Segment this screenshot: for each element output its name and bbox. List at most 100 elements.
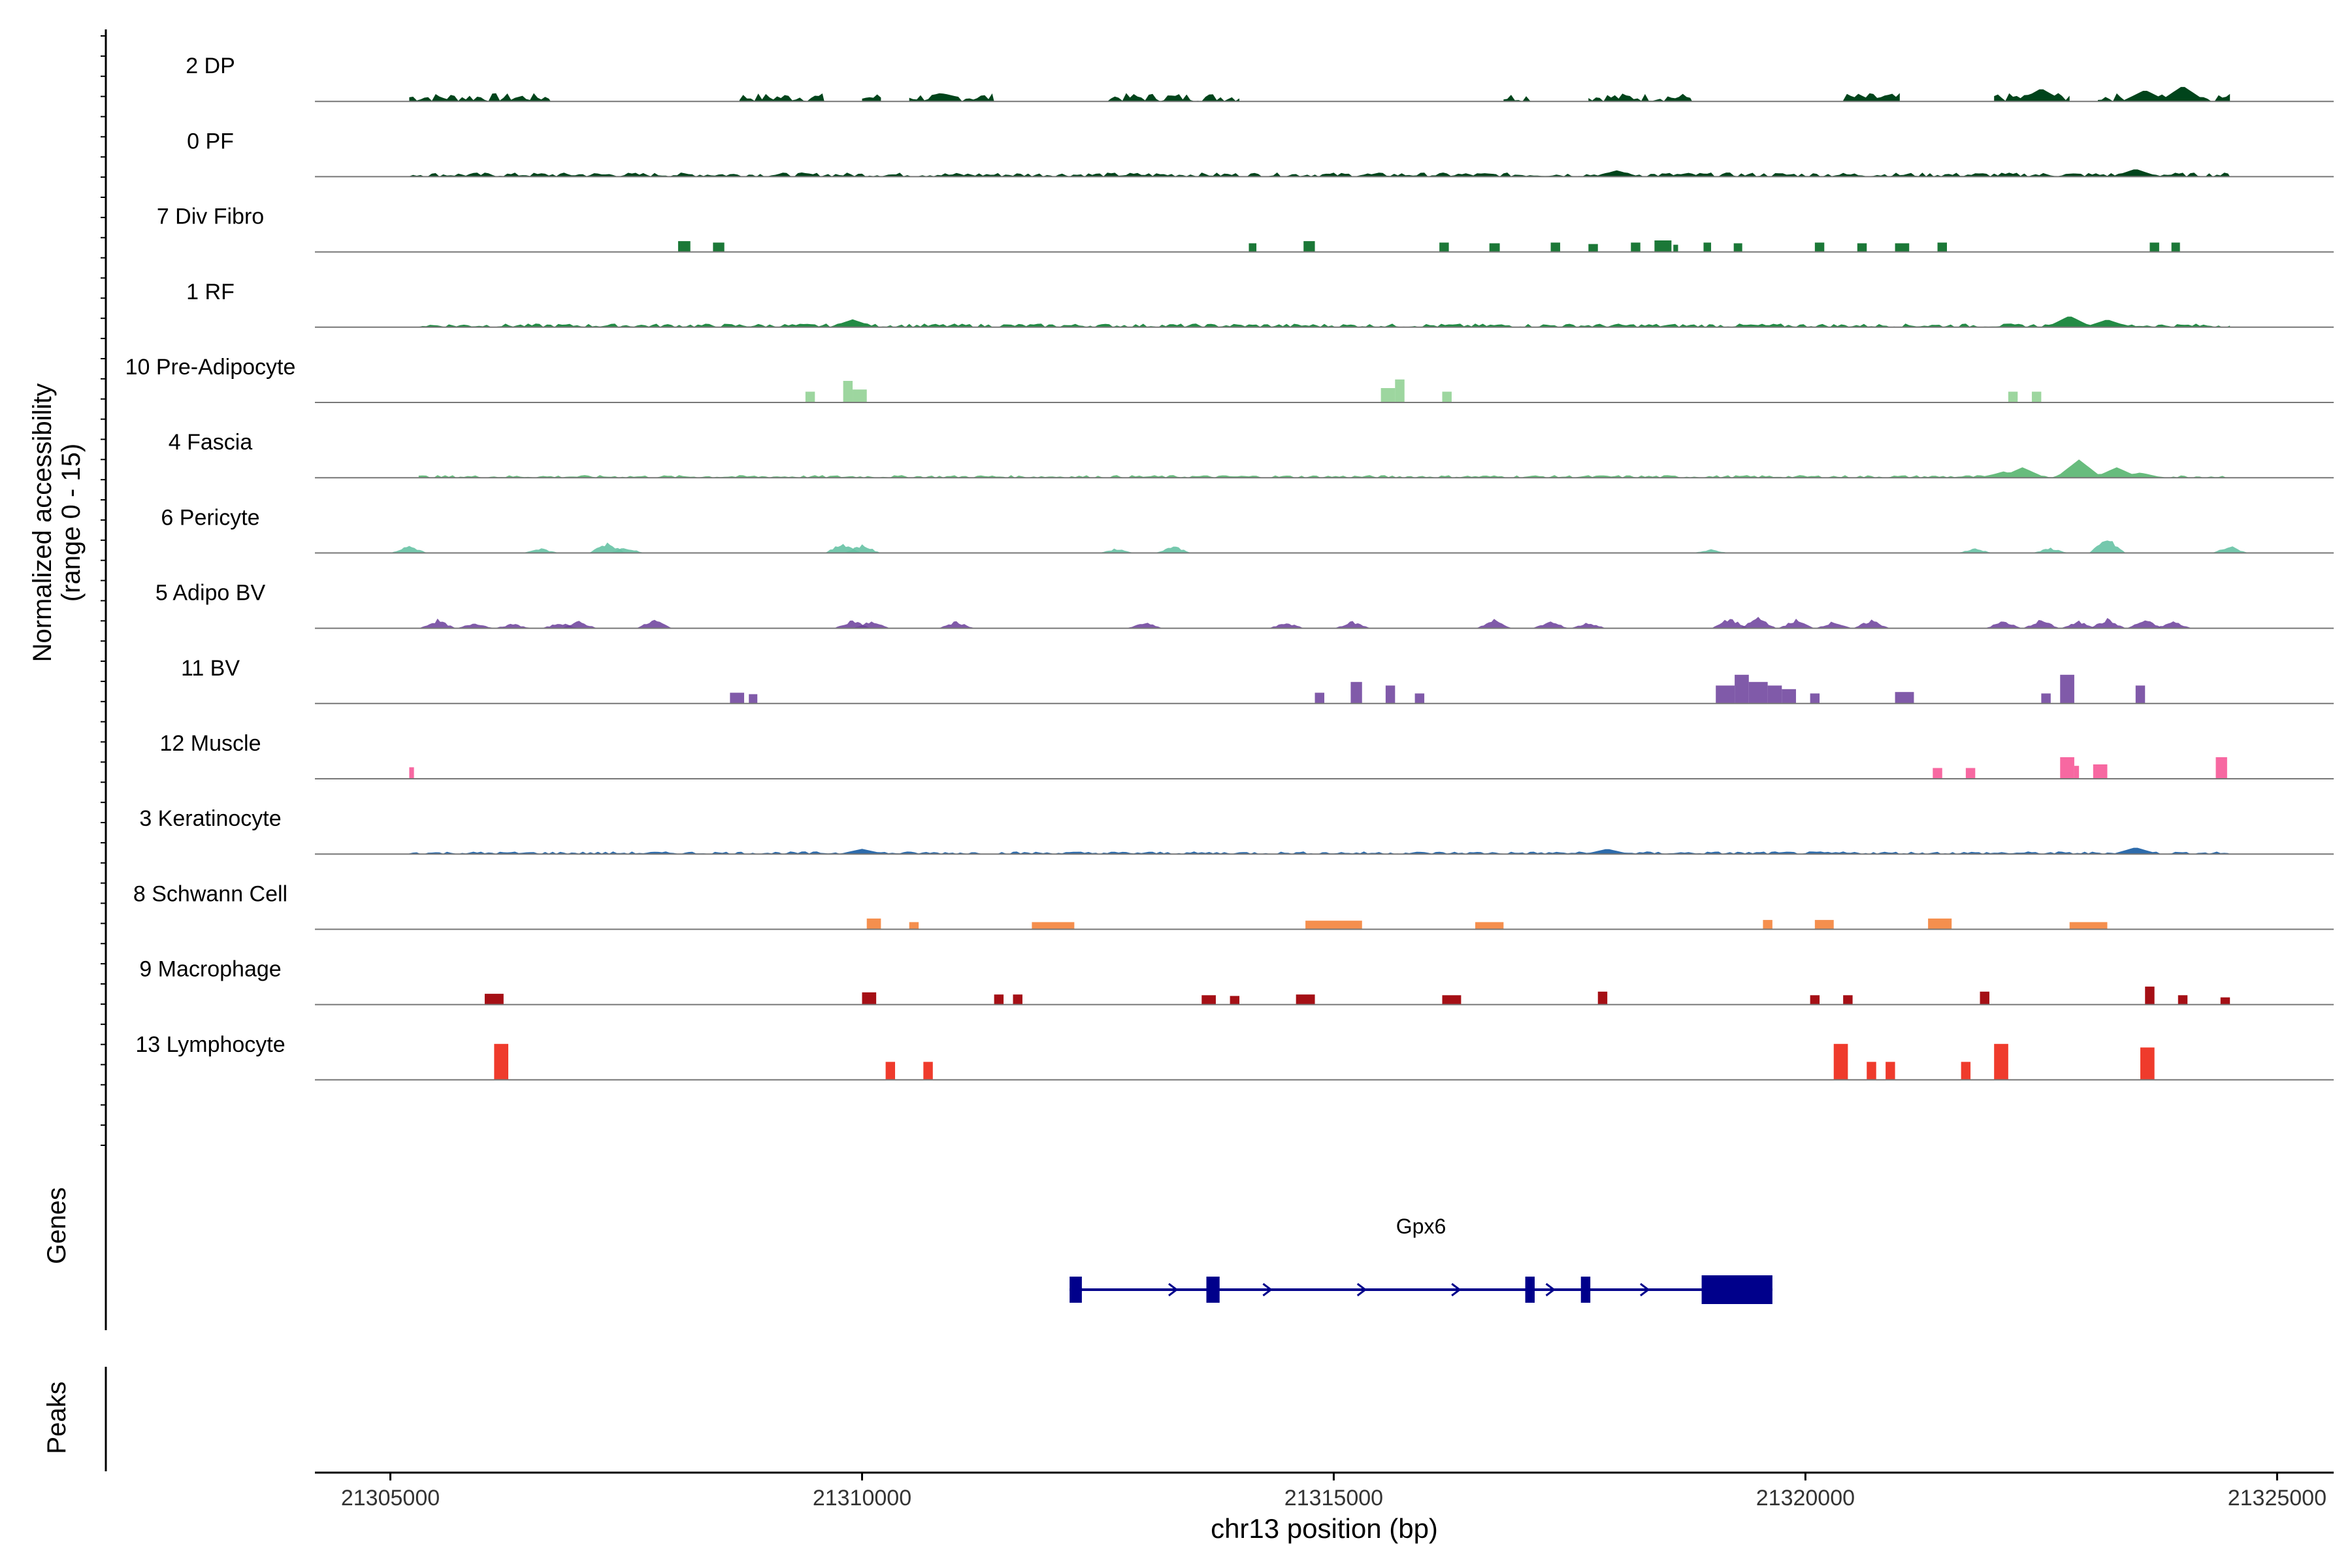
coverage-block: [2074, 766, 2080, 779]
track-12: 8 Schwann Cell: [133, 881, 2334, 930]
exon: [1580, 1277, 1591, 1303]
strand-arrow: [1451, 1282, 1462, 1297]
track-9: 11 BV: [181, 656, 2334, 704]
coverage-block: [923, 1062, 933, 1080]
coverage-block: [866, 918, 881, 930]
coverage-block: [2220, 997, 2230, 1005]
strand-arrow: [1356, 1282, 1367, 1297]
coverage-area: [1107, 93, 1240, 102]
coverage-block: [1315, 693, 1324, 704]
coverage-peak: [843, 544, 881, 553]
gene-name: Gpx6: [1396, 1215, 1446, 1238]
coverage-block: [1735, 674, 1749, 704]
coverage-block: [1631, 242, 1641, 252]
coverage-peak: [457, 623, 494, 629]
peaks-track-label: Peaks: [42, 1381, 71, 1454]
exon: [1701, 1275, 1772, 1304]
track-label: 7 Div Fibro: [157, 204, 264, 229]
track-label: 1 RF: [186, 280, 235, 304]
track-label: 11 BV: [181, 656, 240, 681]
coverage-block: [1550, 242, 1560, 252]
coverage-peak: [419, 618, 456, 629]
coverage-peak: [495, 623, 532, 629]
coverage-block: [2149, 242, 2159, 252]
track-label: 3 Keratinocyte: [139, 806, 281, 831]
coverage-peak: [1711, 619, 1748, 629]
coverage-block: [749, 694, 758, 704]
coverage-block: [1965, 768, 1976, 779]
track-13: 9 Macrophage: [139, 957, 2334, 1005]
x-tick-label: 21305000: [341, 1486, 440, 1511]
coverage-block: [853, 389, 867, 402]
coverage-peak: [1985, 621, 2022, 629]
coverage-block: [1380, 388, 1396, 402]
track-5: 10 Pre-Adipocyte: [125, 355, 2334, 403]
y-axis-label: Normalized accessibility: [28, 384, 57, 662]
coverage-block: [1597, 991, 1608, 1005]
coverage-block: [1961, 1062, 1971, 1080]
strand-arrow: [1640, 1282, 1650, 1297]
genes-track: Gpx6: [105, 1121, 1772, 1471]
coverage-block: [1833, 1043, 1848, 1080]
coverage-block: [1857, 243, 1867, 252]
x-axis-label: chr13 position (bp): [1211, 1513, 1438, 1544]
coverage-block: [1810, 995, 1820, 1005]
coverage-block: [1305, 921, 1362, 930]
coverage-peak: [1570, 623, 1607, 629]
coverage-peak: [2061, 620, 2098, 629]
coverage-block: [1350, 681, 1362, 704]
coverage-block: [1994, 1043, 2008, 1080]
coverage-block: [1673, 244, 1678, 252]
coverage-block: [2031, 391, 2042, 402]
coverage-area: [1994, 89, 2070, 102]
track-label: 10 Pre-Adipocyte: [125, 355, 296, 380]
coverage-area: [409, 169, 2230, 177]
coverage-peak: [561, 621, 598, 629]
coverage-peak: [853, 621, 890, 629]
coverage-block: [2145, 987, 2155, 1005]
coverage-tracks: 2 DP 0 PF 7 Div Fibro 1 RF 10 Pre-Adipocyte 4…: [125, 54, 2334, 1081]
genes-track-label: Genes: [42, 1187, 71, 1264]
coverage-block: [2135, 685, 2146, 704]
coverage-block: [1395, 379, 1405, 402]
y-axis-label-range: (range 0 - 15): [57, 444, 86, 602]
coverage-block: [1442, 995, 1462, 1005]
coverage-block: [1767, 685, 1782, 704]
coverage-block: [1748, 681, 1768, 704]
coverage-peak: [1957, 548, 1994, 553]
coverage-block: [1867, 1062, 1876, 1080]
coverage-peak: [2032, 547, 2069, 553]
coverage-block: [1895, 243, 1910, 252]
strand-arrow: [1262, 1282, 1273, 1297]
x-axis: 21305000 21310000 21315000 21320000 21325000: [315, 1471, 2334, 1511]
coverage-peak: [1126, 623, 1164, 629]
coverage-peak: [2089, 540, 2126, 553]
coverage-peak: [1777, 619, 1814, 629]
coverage-block: [1249, 243, 1257, 252]
coverage-block: [805, 391, 815, 402]
x-tick-label: 21315000: [1284, 1486, 1383, 1511]
coverage-block: [885, 1062, 896, 1080]
strand-arrow: [1168, 1282, 1179, 1297]
coverage-peak: [1154, 546, 1192, 553]
coverage-area: [739, 93, 825, 102]
coverage-block: [1716, 685, 1735, 704]
coverage-block: [1296, 994, 1315, 1005]
coverage-block: [1013, 994, 1022, 1005]
coverage-peak: [2155, 621, 2192, 629]
coverage-block: [1782, 689, 1796, 704]
track-label: 5 Adipo BV: [155, 581, 266, 606]
coverage-block: [1886, 1062, 1895, 1080]
coverage-block: [1230, 996, 1240, 1005]
coverage-block: [1385, 685, 1396, 704]
coverage-block: [2069, 922, 2108, 930]
coverage-block: [713, 242, 725, 252]
coverage-block: [1814, 242, 1825, 252]
strand-arrow: [1545, 1282, 1556, 1297]
coverage-block: [2041, 693, 2051, 704]
coverage-block: [2215, 757, 2227, 779]
coverage-peak: [1693, 549, 1730, 553]
coverage-peak: [1532, 621, 1569, 629]
track-label: 13 Lymphocyte: [135, 1032, 285, 1057]
